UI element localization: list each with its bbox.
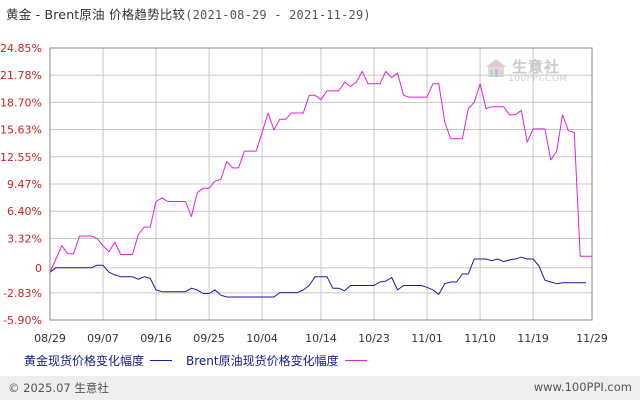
x-tick-label: 10/23 <box>358 332 390 345</box>
legend: 黄金现货价格变化幅度 Brent原油现货价格变化幅度 <box>24 352 381 369</box>
footer-copyright: © 2025.07 生意社 <box>8 381 109 395</box>
y-tick-label: 3.32% <box>7 232 42 245</box>
x-tick-label: 08/29 <box>34 332 66 345</box>
legend-label-brent: Brent原油现货价格变化幅度 <box>186 354 339 368</box>
watermark-url: 100PPI.COM <box>508 74 568 84</box>
series-lines <box>49 70 592 298</box>
x-tick-label: 09/07 <box>87 332 119 345</box>
chart-title-text: 黄金 - Brent原油 价格趋势比较 <box>6 7 186 22</box>
x-tick-label: 11/01 <box>411 332 443 345</box>
legend-swatch-gold <box>150 360 173 361</box>
legend-item-brent: Brent原油现货价格变化幅度 <box>186 352 367 369</box>
y-tick-label: 12.55% <box>0 151 42 164</box>
y-tick-label: 24.85% <box>0 42 42 55</box>
watermark-logo-icon <box>486 59 506 77</box>
x-tick-label: 11/29 <box>576 332 608 345</box>
legend-item-gold: 黄金现货价格变化幅度 <box>24 352 173 369</box>
watermark-name: 生意社 <box>512 58 561 76</box>
plot-frame <box>49 47 593 321</box>
x-tick-label: 10/04 <box>246 332 278 345</box>
x-tick-label: 09/25 <box>193 332 225 345</box>
y-tick-label: 18.70% <box>0 96 42 109</box>
footer-bar: © 2025.07 生意社 www.100PPI.com <box>0 376 640 400</box>
y-tick-label: -2.83% <box>3 287 42 300</box>
y-tick-label: -5.90% <box>3 314 42 327</box>
y-tick-label: 21.78% <box>0 69 42 82</box>
x-tick-label: 11/19 <box>517 332 549 345</box>
chart-title: 黄金 - Brent原油 价格趋势比较(2021-08-29 - 2021-11… <box>6 4 371 23</box>
y-tick-label: 0 <box>35 262 42 275</box>
footer-url-link[interactable]: www.100PPI.com <box>533 380 632 394</box>
chart-date-range: (2021-08-29 - 2021-11-29) <box>185 8 371 22</box>
grid-lines <box>49 47 593 321</box>
axes <box>49 47 593 321</box>
y-axis-ticks: 24.85% 21.78% 18.70% 15.63% 12.55% 9.47% 6.40%… <box>0 42 42 327</box>
series-line-gold <box>49 256 587 298</box>
y-tick-label: 15.63% <box>0 124 42 137</box>
legend-label-gold: 黄金现货价格变化幅度 <box>24 354 145 368</box>
y-tick-label: 6.40% <box>7 205 42 218</box>
x-axis-ticks: 08/29 09/07 09/16 09/25 10/04 10/14 10/23 11/01… <box>34 332 608 345</box>
series-line-brent <box>49 70 592 273</box>
y-tick-label: 9.47% <box>7 178 42 191</box>
x-tick-label: 11/10 <box>464 332 496 345</box>
x-tick-label: 10/14 <box>305 332 337 345</box>
legend-swatch-brent <box>344 360 367 361</box>
x-tick-label: 09/16 <box>140 332 172 345</box>
